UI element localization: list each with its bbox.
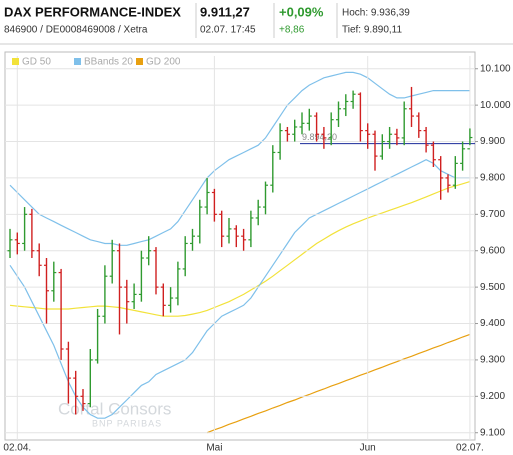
indicator-line [9,159,470,419]
legend-swatch [12,58,19,65]
x-tick-label: Mai [206,443,222,454]
legend-label: BBands 20 [84,57,133,68]
legend-label: GD 50 [22,57,51,68]
legend-swatch [74,58,81,65]
day-low: Tief: 9.890,11 [342,25,402,36]
price: 9.911,27 [200,4,250,19]
watermark-sub: BNP PARIBAS [92,418,162,428]
y-tick-label: 10.100 [480,63,511,74]
change-pct: +0,09% [279,4,324,19]
indicator-line [9,181,471,317]
overlay [9,71,471,434]
price-line-label: 9.894,20 [302,132,337,142]
y-tick-label: 9.300 [480,355,505,366]
y-tick-label: 9.100 [480,427,505,438]
day-high: Hoch: 9.936,39 [342,8,410,19]
indicator-line [9,71,470,246]
legend-label: GD 200 [146,57,181,68]
x-tick-label: 02.07. [456,443,484,454]
plot-frame [4,51,476,441]
y-tick-label: 9.700 [480,209,505,220]
y-tick-label: 9.600 [480,245,505,256]
watermark: Cortal Consors [58,399,171,418]
legend-swatch [136,58,143,65]
y-tick-label: 9.900 [480,136,505,147]
y-tick-label: 9.200 [480,391,505,402]
y-tick-label: 10.000 [480,100,511,111]
instrument-name: DAX PERFORMANCE-INDEX [4,4,181,19]
y-tick-label: 9.500 [480,282,505,293]
indicator-line [206,333,471,434]
quote-time: 02.07. 17:45 [200,25,256,36]
change: +8,86 [279,25,305,36]
y-tick-label: 9.800 [480,173,505,184]
y-tick-label: 9.400 [480,318,505,329]
x-tick-label: Jun [360,443,376,454]
instrument-ids: 846900 / DE0008469008 / Xetra [4,25,148,36]
x-tick-label: 02.04. [3,443,31,454]
